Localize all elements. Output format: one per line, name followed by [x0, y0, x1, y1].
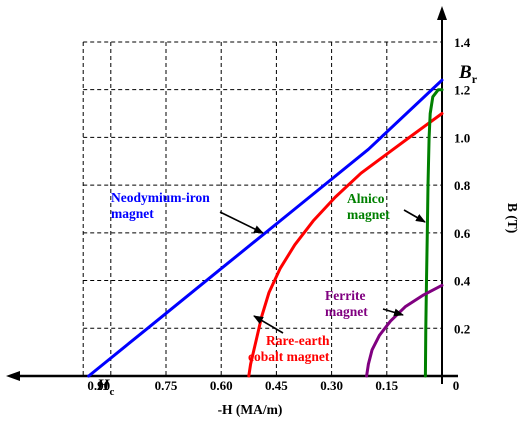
tick-labels: 0.90 0.75 0.60 0.45 0.30 0.15 0 0.2 0.4 0.6 0.8 1.0…: [87, 35, 470, 393]
annotation-neodymium: Neodymium-iron magnet: [111, 190, 213, 221]
y-tick-label: 0.6: [454, 226, 471, 241]
x-tick-label: 0: [453, 378, 460, 393]
x-axis-arrowhead: [6, 371, 20, 381]
y-axis-title: B (T): [505, 203, 520, 233]
y-tick-label: 1.4: [454, 35, 471, 50]
hc-label: Hc: [96, 377, 114, 398]
br-label: Br: [458, 62, 478, 86]
y-tick-label: 0.2: [454, 321, 470, 336]
series-line-rare_earth: [247, 112, 444, 378]
x-tick-label: 0.75: [155, 378, 178, 393]
x-tick-label: 0.15: [375, 378, 398, 393]
y-tick-label: 0.8: [454, 178, 471, 193]
arrow-rare-earth: [253, 315, 284, 334]
series-line-alnico: [423, 88, 444, 378]
x-tick-label: 0.45: [265, 378, 288, 393]
axes: [6, 6, 458, 384]
x-tick-label: 0.90: [87, 378, 110, 393]
annotation-rare-earth: Rare-earth cobalt magnet: [248, 333, 333, 364]
y-tick-label: 1.0: [454, 130, 470, 145]
annotation-ferrite: Ferrite magnet: [325, 288, 369, 319]
y-axis-arrowhead: [437, 6, 447, 20]
y-tick-label: 1.2: [454, 83, 470, 98]
grid: [82, 41, 442, 376]
annotation-alnico: Alnico magnet: [347, 191, 390, 222]
x-tick-label: 0.30: [320, 378, 343, 393]
y-tick-label: 0.4: [454, 274, 471, 289]
series-line-ferrite: [365, 283, 444, 378]
series-line-neodymium: [87, 78, 444, 378]
x-tick-label: 0.60: [210, 378, 233, 393]
arrow-ferrite: [382, 308, 404, 317]
x-axis-title: -H (MA/m): [218, 402, 283, 417]
arrow-alnico: [403, 209, 426, 223]
arrow-neodymium: [219, 211, 264, 234]
series-group: [87, 78, 444, 378]
